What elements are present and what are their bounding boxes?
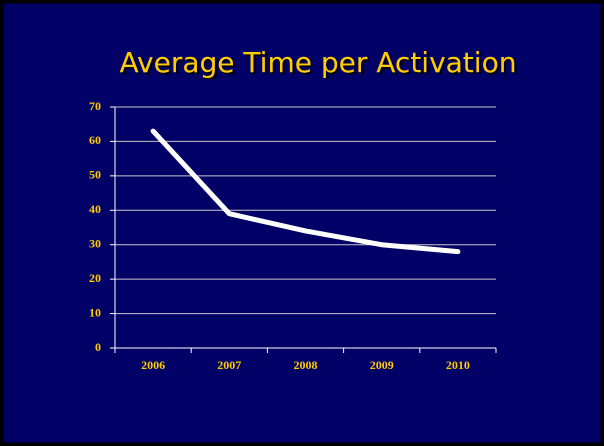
y-tick-label: 50 <box>89 168 101 182</box>
y-tick-label: 20 <box>89 271 101 285</box>
chart-title: Average Time per Activation <box>120 46 517 79</box>
data-line <box>150 128 461 255</box>
y-tick-label: 40 <box>89 202 101 216</box>
x-tick-label: 2006 <box>141 358 165 372</box>
y-tick-label: 30 <box>89 236 101 250</box>
x-tick-label: 2008 <box>294 358 318 372</box>
y-tick-label: 60 <box>89 133 101 147</box>
y-tick-label: 10 <box>89 305 101 319</box>
y-tick-label: 70 <box>89 99 101 113</box>
x-tick-label: 2009 <box>370 358 394 372</box>
y-tick-label: 0 <box>95 340 101 354</box>
plot-area: 0 10 20 30 40 50 60 70 2006 2007 2008 2009 2010 <box>89 99 497 372</box>
x-tick-label: 2010 <box>446 358 470 372</box>
x-tick-label: 2007 <box>217 358 241 372</box>
